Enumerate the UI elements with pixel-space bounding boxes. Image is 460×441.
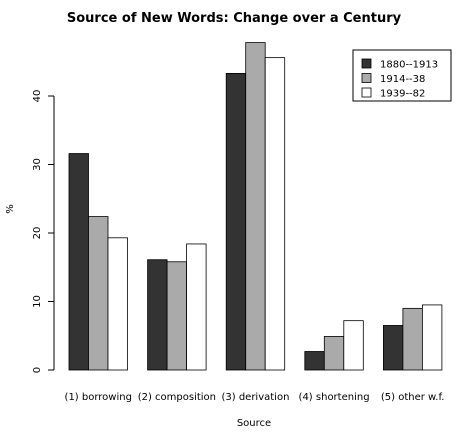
legend-swatch-0 [361, 58, 372, 69]
bar-0-0 [68, 153, 89, 371]
legend: 1880--1913 1914--38 1939--82 [352, 49, 452, 102]
bar-2-0 [225, 72, 247, 371]
chart-title: Source of New Words: Change over a Centu… [67, 11, 402, 26]
x-tick-label-1: (2) composition [138, 392, 216, 403]
y-tick-label-3: 30 [32, 158, 43, 171]
bar-3-0 [304, 351, 325, 371]
legend-swatch-1 [361, 73, 372, 83]
y-axis-label: % [5, 204, 16, 214]
y-axis: 0 10 20 30 40 [32, 90, 55, 373]
x-tick-label-3: (4) shortening [299, 392, 370, 403]
y-tick-label-1: 10 [32, 295, 43, 308]
bar-2-2 [264, 57, 286, 371]
bar-3-2 [343, 320, 364, 371]
bar-1-0 [147, 259, 168, 371]
bar-4-2 [421, 304, 443, 371]
legend-label-1: 1914--38 [380, 74, 425, 85]
x-tick-label-4: (5) other w.f. [381, 392, 445, 403]
x-tick-label-0: (1) borrowing [65, 392, 132, 403]
bar-3-1 [323, 336, 345, 371]
bar-1-1 [166, 261, 188, 371]
legend-label-2: 1939--82 [380, 89, 425, 100]
bar-2-1 [245, 42, 266, 371]
legend-label-0: 1880--1913 [380, 60, 438, 71]
bars [68, 42, 443, 371]
x-tick-labels: (1) borrowing (2) composition (3) derivati… [65, 392, 445, 403]
bar-0-2 [107, 237, 128, 371]
bar-0-1 [88, 216, 109, 371]
bar-1-2 [186, 243, 207, 371]
x-axis-label: Source [237, 418, 271, 429]
x-tick-label-2: (3) derivation [221, 392, 289, 403]
legend-swatch-2 [361, 87, 372, 98]
bar-4-1 [402, 307, 423, 371]
y-tick-label-4: 40 [32, 90, 43, 103]
y-tick-label-0: 0 [32, 367, 43, 373]
y-tick-label-2: 20 [32, 227, 43, 240]
bar-4-0 [382, 325, 404, 371]
